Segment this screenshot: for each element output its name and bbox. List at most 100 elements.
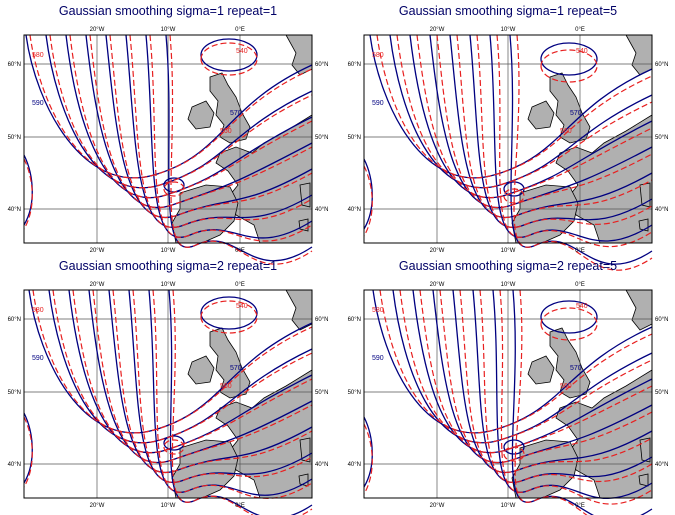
contour-red [376, 34, 653, 179]
x-tick-label: 0°E [575, 27, 585, 33]
contour-red [499, 289, 653, 505]
panel-title: Gaussian smoothing sigma=1 repeat=5 [399, 4, 617, 18]
map-panel: 580 590 560 570 540 20°W 20°W 10°W 10°W 0°E 0°E 60°… [348, 27, 668, 271]
contour-label: 580 [372, 307, 384, 314]
y-tick-label: 60°N [655, 62, 668, 68]
contour-label: 580 [372, 52, 384, 59]
contour-blue [503, 439, 525, 455]
y-tick-label: 40°N [8, 462, 21, 468]
contour-blue [392, 289, 653, 444]
contour-blue [105, 34, 313, 218]
contour-blue [540, 42, 598, 76]
contour-label: 560 [560, 383, 572, 390]
contour-red [29, 34, 313, 179]
contour-red [169, 34, 313, 265]
land [187, 100, 215, 130]
contour-red [92, 289, 313, 463]
contour-blue [389, 34, 653, 189]
contour-red [540, 307, 598, 341]
contour-blue [88, 289, 313, 464]
contour-red [513, 34, 653, 271]
y-tick-label: 40°N [655, 207, 668, 213]
y-tick-label: 40°N [348, 207, 361, 213]
contour-red [503, 446, 525, 462]
x-tick-label: 0°E [575, 503, 585, 509]
x-tick-label: 0°E [575, 282, 585, 288]
contour-blue [540, 300, 598, 334]
panel-title: Gaussian smoothing sigma=1 repeat=1 [59, 4, 277, 18]
contour-red [200, 300, 258, 334]
contour-blue [511, 289, 653, 515]
frame [23, 34, 313, 244]
contour-red [72, 289, 313, 454]
y-tick-label: 60°N [8, 317, 21, 323]
contour-blue [165, 34, 313, 262]
x-tick-label: 10°W [501, 248, 516, 254]
x-tick-label: 0°E [235, 282, 245, 288]
contour-red [152, 289, 313, 499]
y-tick-label: 40°N [315, 462, 328, 468]
y-tick-label: 40°N [8, 207, 21, 213]
contour-label: 560 [220, 383, 232, 390]
land [639, 437, 651, 463]
x-tick-label: 20°W [90, 248, 105, 254]
x-tick-label: 20°W [90, 27, 105, 33]
contour-label: 580 [32, 52, 44, 59]
x-tick-label: 20°W [430, 282, 445, 288]
contour-red [149, 34, 313, 242]
contour-red [363, 165, 373, 237]
contour-red [416, 34, 653, 199]
contour-label: 540 [236, 303, 248, 310]
panel-title: Gaussian smoothing sigma=2 repeat=5 [399, 259, 617, 273]
contour-red [496, 34, 653, 248]
contour-red [540, 49, 598, 83]
contour-red [503, 188, 525, 204]
y-tick-label: 50°N [315, 135, 328, 141]
frame [363, 289, 653, 499]
contour-blue [200, 296, 258, 330]
contour-red [163, 181, 185, 197]
contour-label: 570 [570, 365, 582, 372]
contour-red [514, 289, 588, 515]
x-tick-label: 0°E [235, 27, 245, 33]
contour-red [89, 34, 313, 208]
contour-label: 540 [236, 48, 248, 55]
x-tick-label: 10°W [161, 248, 176, 254]
contour-red [23, 158, 33, 230]
frame [363, 34, 653, 244]
contour-red [456, 34, 653, 218]
y-tick-label: 50°N [348, 135, 361, 141]
x-tick-label: 20°W [430, 27, 445, 33]
x-tick-label: 10°W [501, 503, 516, 509]
contour-red [109, 34, 313, 218]
y-tick-label: 40°N [655, 462, 668, 468]
contour-red [52, 289, 313, 444]
map-panel: 580 590 560 570 540 20°W 20°W 10°W 10°W 0°E 0°E 60°… [8, 27, 328, 265]
contour-label: 560 [560, 128, 572, 135]
contour-label: 590 [372, 355, 384, 362]
contour-red [23, 416, 33, 488]
contour-red [171, 289, 313, 515]
contour-red [479, 289, 653, 483]
land [527, 100, 555, 130]
contour-blue [409, 34, 653, 199]
x-tick-label: 20°W [430, 503, 445, 509]
y-tick-label: 60°N [348, 317, 361, 323]
contour-blue [509, 34, 653, 265]
x-tick-label: 10°W [161, 27, 176, 33]
x-tick-label: 0°E [575, 248, 585, 254]
land [638, 218, 649, 232]
y-tick-label: 60°N [315, 62, 328, 68]
y-tick-label: 50°N [655, 390, 668, 396]
frame [23, 289, 313, 499]
x-tick-label: 0°E [235, 248, 245, 254]
contour-red [399, 289, 653, 444]
x-tick-label: 20°W [90, 503, 105, 509]
contour-blue [163, 177, 185, 193]
contour-label: 570 [230, 110, 242, 117]
contour-red [459, 289, 653, 473]
land [187, 355, 215, 385]
contour-label: 560 [220, 128, 232, 135]
y-tick-label: 50°N [315, 390, 328, 396]
